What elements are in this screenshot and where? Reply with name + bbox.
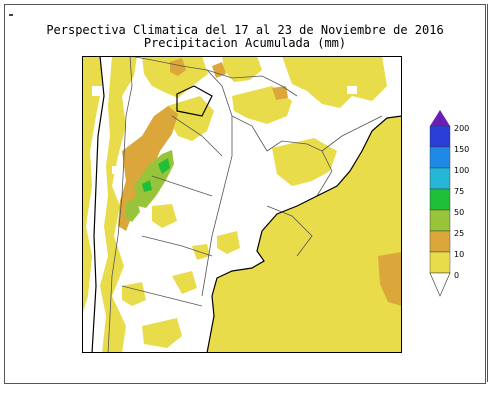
scale-bin-150-200 — [429, 125, 451, 148]
title-line-2: Precipitacion Acumulada (mm) — [143, 36, 347, 50]
color-scale: 200 150 100 75 50 25 10 0 — [429, 110, 469, 297]
coastline — [91, 56, 402, 353]
light-rain-areas — [82, 56, 387, 353]
country-borders — [107, 56, 383, 353]
precipitation-map — [82, 56, 402, 353]
right-divider — [487, 4, 488, 382]
scale-label-75: 75 — [454, 187, 464, 196]
scale-bin-50-75 — [429, 188, 451, 211]
corner-mark — [9, 14, 13, 16]
scale-bin-0-10 — [429, 251, 451, 274]
scale-bin-10-25 — [429, 230, 451, 253]
scale-label-150: 150 — [454, 145, 469, 154]
scale-bin-75-100 — [429, 167, 451, 190]
no-rain-spots — [92, 71, 357, 216]
title-line-1: Perspectiva Climatica del 17 al 23 de No… — [46, 23, 444, 37]
scale-bin-25-50 — [429, 209, 451, 232]
scale-top-arrow — [430, 110, 450, 126]
map-title: Perspectiva Climatica del 17 al 23 de No… — [45, 24, 445, 50]
scale-bin-100-150 — [429, 146, 451, 169]
scale-bottom-arrow — [429, 272, 451, 297]
scale-label-25: 25 — [454, 229, 464, 238]
map-border — [82, 56, 402, 353]
scale-label-0: 0 — [454, 271, 459, 280]
scale-label-50: 50 — [454, 208, 464, 217]
scale-label-10: 10 — [454, 250, 464, 259]
scale-label-100: 100 — [454, 166, 469, 175]
heavy-rain-areas — [126, 150, 174, 222]
scale-label-200: 200 — [454, 124, 469, 133]
